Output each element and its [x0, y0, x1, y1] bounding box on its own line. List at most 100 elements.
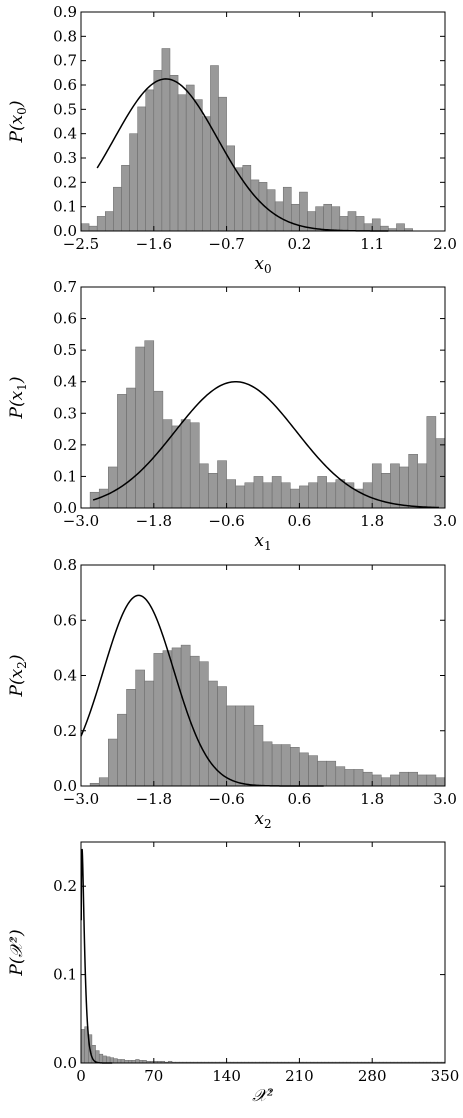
- histogram-bar: [161, 48, 171, 232]
- model-curve: [92, 380, 439, 509]
- histogram-bar: [108, 738, 118, 787]
- histogram-bar: [317, 760, 327, 787]
- histogram-bar: [113, 186, 122, 232]
- histogram-bar: [326, 760, 337, 787]
- histogram-bar: [80, 223, 90, 232]
- chart-panel-1: −3.0 −1.8 −0.6 0.6 1.8 3.0 0.0 0.1 0.2 0.3 0.4 0.5 0…: [7, 278, 457, 553]
- histogram-bar: [317, 476, 327, 509]
- histogram-bar: [162, 419, 173, 509]
- x-tick-label: 1.1: [360, 235, 384, 253]
- histogram-bar: [326, 482, 337, 509]
- histogram-bar: [226, 479, 236, 509]
- histogram-bar: [417, 774, 428, 787]
- histogram-bar: [162, 650, 173, 787]
- x-tick-label: 210: [285, 1067, 314, 1085]
- histogram-bar: [308, 482, 318, 509]
- histogram-bar: [171, 425, 182, 509]
- histogram-bar: [135, 1059, 140, 1064]
- histogram-bar: [253, 724, 264, 787]
- x-axis-label: x0: [254, 254, 271, 276]
- histogram-bar: [290, 747, 300, 787]
- histogram-bar: [262, 482, 273, 509]
- x-tick-label: 0.2: [287, 235, 311, 253]
- histogram-bar: [88, 225, 98, 232]
- histogram-bar: [177, 94, 187, 232]
- histogram-bar: [117, 713, 127, 787]
- y-tick-label: 0.6: [53, 310, 77, 328]
- x-tick-label: −1.6: [136, 235, 172, 253]
- histogram-bar: [435, 438, 446, 509]
- y-tick-label: 0.2: [53, 436, 77, 454]
- histogram-bar: [169, 75, 179, 232]
- x-tick-label: 0.6: [287, 512, 311, 530]
- y-tick-label: 0.6: [53, 611, 77, 629]
- x-tick-label: 0.6: [287, 790, 311, 808]
- histogram-bar: [189, 655, 200, 787]
- histogram-bar: [323, 203, 333, 232]
- y-tick-label: 0.8: [53, 556, 77, 574]
- y-tick-label: 0.5: [53, 100, 77, 118]
- histogram-bar: [137, 106, 146, 232]
- histogram-bar: [180, 419, 191, 509]
- histogram-bar: [280, 482, 291, 509]
- histogram-bar: [217, 460, 227, 509]
- histogram-bar: [208, 680, 218, 787]
- histogram-bar: [144, 680, 155, 787]
- y-axis-label: P(x2): [7, 655, 29, 698]
- histogram-bar: [80, 1029, 85, 1064]
- histogram-bar: [355, 216, 365, 232]
- x-axis-label: x2: [254, 809, 271, 831]
- histogram-bar: [371, 218, 381, 232]
- y-tick-label: 0.9: [53, 3, 77, 21]
- histogram-bar: [135, 346, 145, 509]
- histogram-bar: [271, 744, 282, 787]
- x-tick-label: 2.0: [433, 235, 457, 253]
- x-tick-label: −1.8: [136, 790, 172, 808]
- bars: [80, 48, 413, 232]
- y-tick-label: 0.5: [53, 341, 77, 359]
- histogram-bar: [426, 416, 437, 509]
- histogram-bar: [235, 485, 246, 509]
- histogram-bar: [226, 705, 236, 787]
- y-tick-label: 0.2: [53, 877, 77, 895]
- histogram-bar: [208, 473, 218, 509]
- histogram-bar: [199, 463, 209, 509]
- histogram-bar: [339, 216, 349, 232]
- x-axis-label: x1: [254, 531, 271, 553]
- chart-panel-3: 0 70 140 210 280 350 0.0 0.1 0.2 𝒳² P(𝒳²): [7, 841, 459, 1106]
- histogram-bar: [199, 661, 209, 787]
- y-axis-label: P(x0): [7, 101, 29, 144]
- histogram-bar: [234, 167, 244, 232]
- histogram-bar: [363, 223, 373, 232]
- histogram-bar: [153, 653, 164, 787]
- y-tick-label: 0.4: [53, 125, 77, 143]
- y-tick-label: 0.0: [53, 777, 77, 795]
- y-tick-label: 0.2: [53, 173, 77, 191]
- x-tick-label: −2.5: [63, 235, 99, 253]
- histogram-bar: [218, 96, 227, 232]
- histogram-bar: [202, 116, 211, 232]
- histogram-bar: [353, 769, 364, 787]
- y-tick-label: 0.2: [53, 722, 77, 740]
- plot-frame: [80, 841, 446, 1064]
- histogram-bar: [262, 741, 273, 787]
- y-tick-label: 0.8: [53, 27, 77, 45]
- chart-panel-0: −2.5 −1.6 −0.7 0.2 1.1 2.0 0.0 0.1 0.2 0.3 0.4 0.5 0…: [7, 3, 457, 276]
- x-tick-label: −0.6: [208, 512, 244, 530]
- y-tick-label: 0.7: [53, 278, 77, 296]
- x-tick-label: 1.8: [360, 512, 384, 530]
- histogram-bar: [399, 466, 409, 509]
- histogram-bar: [308, 755, 318, 787]
- histogram-bar: [315, 206, 324, 232]
- histogram-bar: [335, 479, 346, 509]
- histogram-bar: [129, 133, 138, 232]
- y-tick-label: 0.1: [53, 467, 77, 485]
- y-tick-label: 0.4: [53, 667, 77, 685]
- histogram-bar: [113, 1058, 118, 1064]
- bars: [80, 1026, 446, 1064]
- histogram-bar: [189, 422, 200, 509]
- histogram-bar: [291, 203, 300, 232]
- histogram-bar: [390, 463, 400, 509]
- y-tick-label: 0.0: [53, 1054, 77, 1072]
